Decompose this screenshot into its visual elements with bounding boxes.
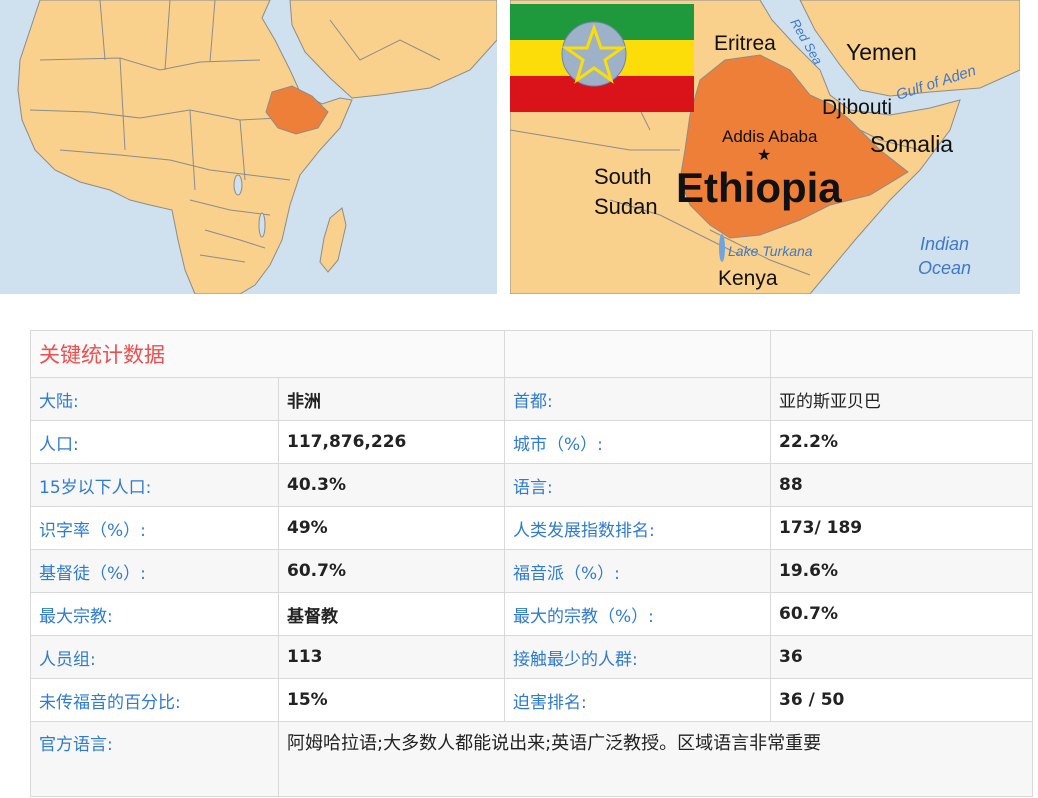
label-kenya: Kenya xyxy=(718,267,778,290)
stat-key: 接触最少的人群: xyxy=(504,635,771,679)
africa-map xyxy=(0,0,497,294)
table-row: 15岁以下人口: 40.3% 语言: 88 xyxy=(30,463,1033,507)
stat-value: 113 xyxy=(278,635,505,679)
stat-value: 49% xyxy=(278,506,505,550)
stat-value: 36 / 50 xyxy=(770,678,1033,722)
stat-value: 15% xyxy=(278,678,505,722)
flag-star-icon xyxy=(561,23,627,84)
ethiopia-highlight xyxy=(265,85,329,135)
key-statistics-table: 关键统计数据 大陆: 非洲 首都: 亚的斯亚贝巴 人口: 117,876,226… xyxy=(30,330,1033,797)
stat-key: 大陆: xyxy=(30,377,279,421)
madagascar xyxy=(319,207,347,273)
table-row: 人口: 117,876,226 城市（%）: 22.2% xyxy=(30,420,1033,464)
label-somalia: Somalia xyxy=(870,131,953,157)
table-row: 识字率（%）: 49% 人类发展指数排名: 173/ 189 xyxy=(30,506,1033,550)
label-south-sudan-1: South xyxy=(594,164,652,189)
stat-key: 城市（%）: xyxy=(504,420,771,464)
stat-value: 117,876,226 xyxy=(278,420,505,464)
stat-key: 福音派（%）: xyxy=(504,549,771,593)
stat-key: 最大宗教: xyxy=(30,592,279,636)
lake-turkana-water xyxy=(719,234,725,262)
stat-key: 官方语言: xyxy=(30,721,279,797)
stat-key: 语言: xyxy=(504,463,771,507)
label-eritrea: Eritrea xyxy=(714,32,776,55)
stat-key: 迫害排名: xyxy=(504,678,771,722)
stat-key: 15岁以下人口: xyxy=(30,463,279,507)
stat-value: 88 xyxy=(770,463,1033,507)
country-borders xyxy=(29,0,441,263)
flag-emblem-disc xyxy=(561,21,627,87)
stat-value: 19.6% xyxy=(770,549,1033,593)
ethiopia-country xyxy=(679,54,909,239)
table-row: 基督徒（%）: 60.7% 福音派（%）: 19.6% xyxy=(30,549,1033,593)
label-south-sudan-2: Sudan xyxy=(594,194,658,219)
label-indian-ocean-2: Ocean xyxy=(918,258,971,278)
land-arabia xyxy=(799,0,1020,97)
stat-key: 首都: xyxy=(504,377,771,421)
stat-key: 未传福音的百分比: xyxy=(30,678,279,722)
capital-star-icon: ★ xyxy=(757,147,771,164)
stat-value: 60.7% xyxy=(278,549,505,593)
stat-value: 亚的斯亚贝巴 xyxy=(770,377,1033,421)
label-indian-ocean-1: Indian xyxy=(920,234,969,254)
stat-key: 人口: xyxy=(30,420,279,464)
ethiopia-flag xyxy=(510,4,694,112)
table-row-official-language: 官方语言: 阿姆哈拉语;大多数人都能说出来;英语广泛教授。区域语言非常重要 xyxy=(30,721,1033,797)
table-row: 最大宗教: 基督教 最大的宗教（%）: 60.7% xyxy=(30,592,1033,636)
stat-value: 36 xyxy=(770,635,1033,679)
stat-value: 173/ 189 xyxy=(770,506,1033,550)
stat-key: 人员组: xyxy=(30,635,279,679)
stat-value: 22.2% xyxy=(770,420,1033,464)
label-lake-turkana: Lake Turkana xyxy=(728,243,813,259)
table-header-row: 关键统计数据 xyxy=(30,330,1033,378)
label-ethiopia: Ethiopia xyxy=(676,164,842,211)
stat-key: 最大的宗教（%）: xyxy=(504,592,771,636)
ethiopia-map: Eritrea Yemen Djibouti Somalia Addis Aba… xyxy=(510,0,1020,294)
lake-malawi xyxy=(258,212,266,238)
arabian-peninsula xyxy=(289,0,497,99)
label-yemen: Yemen xyxy=(846,39,917,65)
lake-victoria xyxy=(233,174,243,196)
ethiopia-map-svg: Eritrea Yemen Djibouti Somalia Addis Aba… xyxy=(510,0,1020,294)
stat-value: 基督教 xyxy=(278,592,505,636)
stat-value: 40.3% xyxy=(278,463,505,507)
stat-key: 识字率（%）: xyxy=(30,506,279,550)
table-row: 人员组: 113 接触最少的人群: 36 xyxy=(30,635,1033,679)
africa-map-svg xyxy=(0,0,497,294)
header-empty-cell xyxy=(504,330,771,378)
stat-key: 人类发展指数排名: xyxy=(504,506,771,550)
table-row: 未传福音的百分比: 15% 迫害排名: 36 / 50 xyxy=(30,678,1033,722)
stat-value-official-language: 阿姆哈拉语;大多数人都能说出来;英语广泛教授。区域语言非常重要 xyxy=(278,721,1033,797)
label-capital: Addis Ababa xyxy=(722,127,818,146)
table-row: 大陆: 非洲 首都: 亚的斯亚贝巴 xyxy=(30,377,1033,421)
table-title: 关键统计数据 xyxy=(39,343,165,367)
table-title-cell: 关键统计数据 xyxy=(30,330,505,378)
stat-value: 非洲 xyxy=(278,377,505,421)
stat-value: 60.7% xyxy=(770,592,1033,636)
stat-key: 基督徒（%）: xyxy=(30,549,279,593)
label-djibouti: Djibouti xyxy=(822,96,892,119)
header-empty-cell xyxy=(770,330,1033,378)
